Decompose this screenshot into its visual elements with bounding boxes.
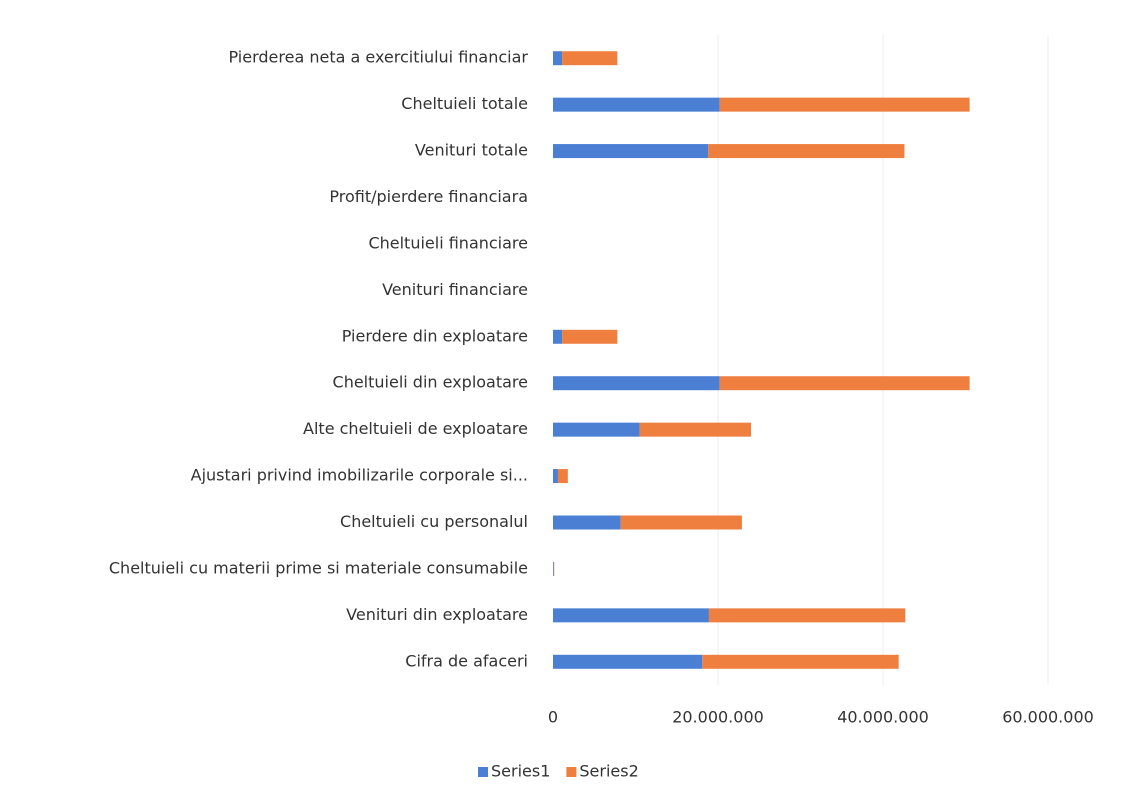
y-tick-label: Profit/pierdere financiara [329, 187, 528, 206]
bar-segment [719, 97, 970, 112]
y-tick-label: Cheltuieli totale [401, 94, 528, 113]
x-tick-label: 20.000.000 [672, 708, 764, 727]
bar-segment [639, 422, 751, 437]
bar-segment [620, 515, 742, 530]
bar-segment [553, 97, 720, 112]
bar-segment [553, 654, 703, 669]
legend-label: Series1 [491, 762, 550, 781]
bar-segment [553, 376, 720, 391]
y-tick-label: Venituri financiare [382, 280, 528, 299]
x-tick-label: 40.000.000 [837, 708, 929, 727]
y-tick-label: Cheltuieli cu materii prime si materiale… [109, 558, 528, 577]
bar-segment [553, 329, 563, 344]
bar-segment [562, 329, 618, 344]
bar-segment [562, 51, 618, 66]
y-tick-label: Cheltuieli din exploatare [333, 373, 528, 392]
legend-label: Series2 [579, 762, 638, 781]
y-tick-label: Alte cheltuieli de exploatare [303, 419, 528, 438]
bar-segment [708, 144, 905, 159]
bar-segment [708, 608, 906, 623]
x-tick-label: 60.000.000 [1002, 708, 1094, 727]
y-tick-label: Pierderea neta a exercitiului financiar [229, 48, 529, 67]
y-tick-label: Venituri totale [415, 141, 528, 160]
y-tick-label: Cheltuieli cu personalul [340, 512, 528, 531]
y-tick-label: Pierdere din exploatare [342, 326, 528, 345]
bar-segment [557, 469, 568, 484]
bar-segment [553, 144, 709, 159]
bar-segment [553, 469, 558, 484]
bar-segment [553, 51, 563, 66]
bar-segment [553, 422, 640, 437]
bar-segment [553, 561, 554, 576]
bar-segment [719, 376, 970, 391]
y-tick-label: Venituri din exploatare [346, 605, 528, 624]
bar-segment [702, 654, 899, 669]
bar-segment [553, 608, 709, 623]
x-tick-label: 0 [548, 708, 558, 727]
y-tick-label: Cheltuieli financiare [368, 233, 528, 252]
legend-swatch [566, 767, 577, 777]
bar-segment [553, 515, 621, 530]
legend-swatch [478, 767, 488, 777]
y-tick-label: Cifra de afaceri [405, 651, 528, 670]
y-tick-label: Ajustari privind imobilizarile corporale… [191, 466, 528, 485]
